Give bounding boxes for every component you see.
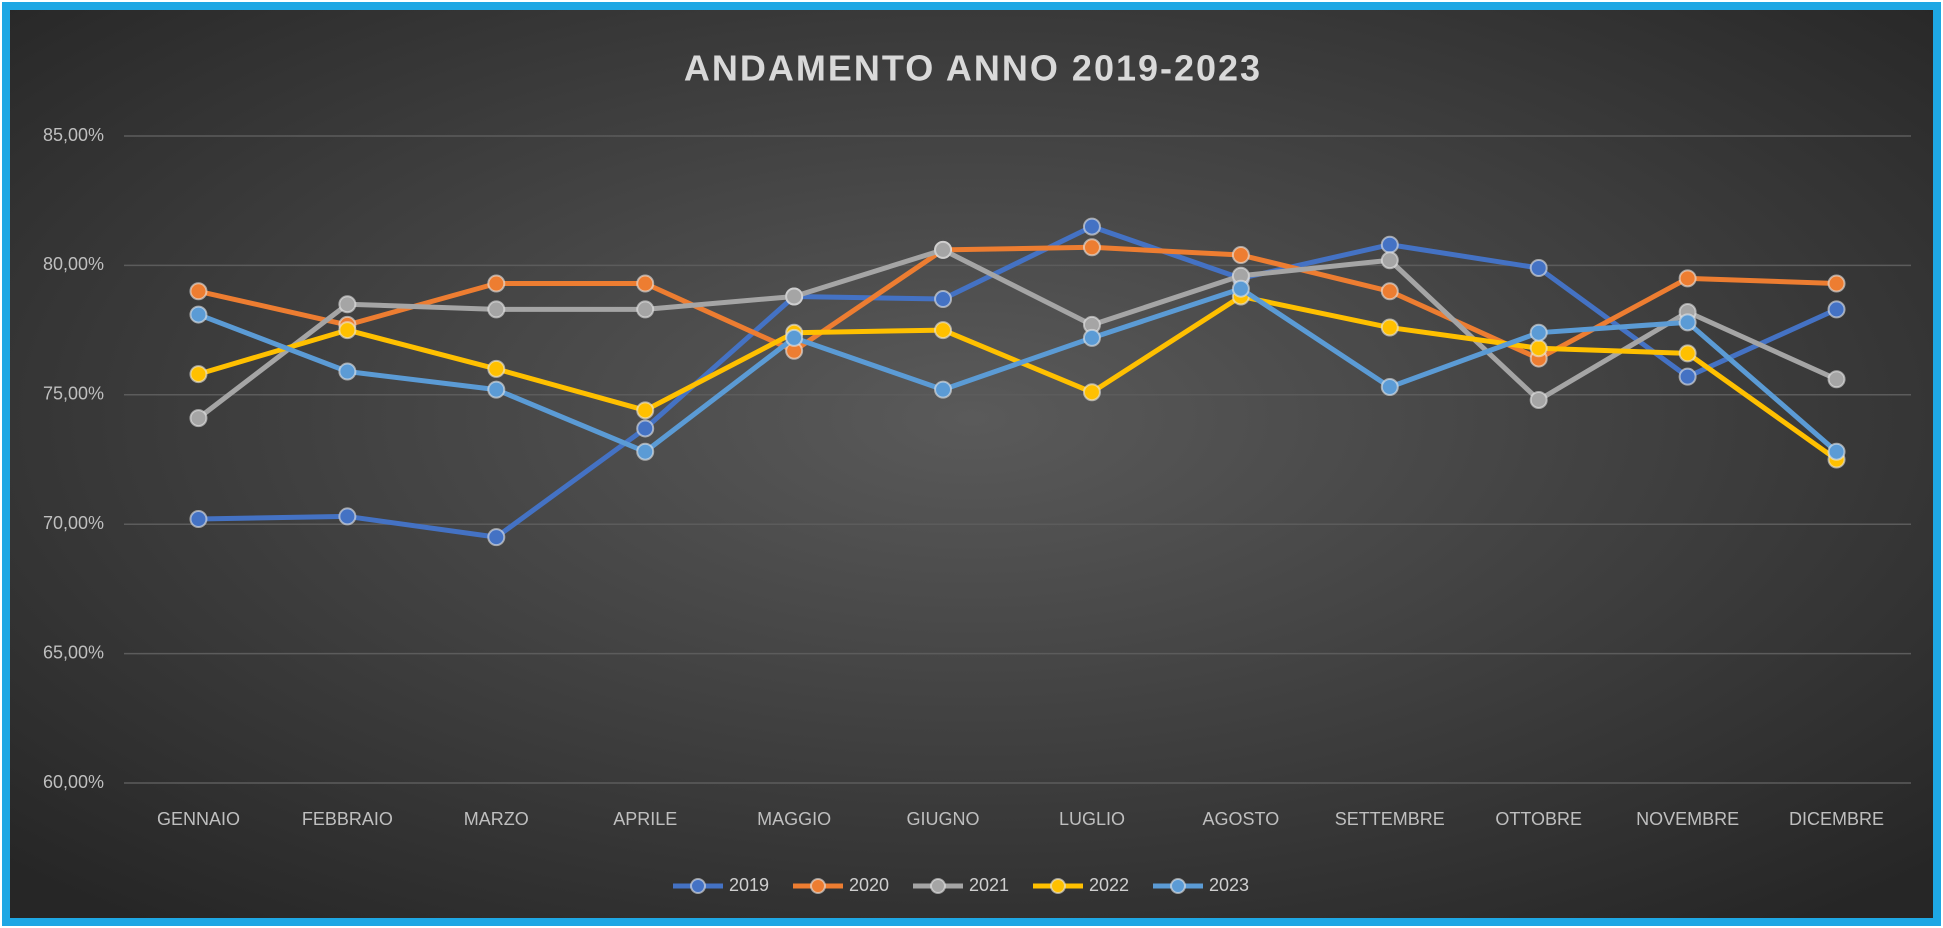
- marker: [189, 409, 208, 428]
- legend-label: 2022: [1089, 875, 1129, 895]
- y-tick-label: 70,00%: [43, 513, 104, 533]
- marker: [1380, 318, 1399, 337]
- marker: [189, 510, 208, 529]
- x-tick-label: FEBBRAIO: [302, 809, 393, 829]
- y-tick-label: 75,00%: [43, 384, 104, 404]
- line: [195, 244, 1840, 362]
- x-tick-label: GENNAIO: [157, 809, 240, 829]
- legend-marker: [1050, 878, 1066, 894]
- legend-marker: [690, 878, 706, 894]
- x-tick-label: OTTOBRE: [1495, 809, 1582, 829]
- legend-label: 2023: [1209, 875, 1249, 895]
- marker: [1678, 344, 1697, 363]
- marker: [1380, 282, 1399, 301]
- legend-item: 2023: [1153, 875, 1249, 895]
- legend-label: 2021: [969, 875, 1009, 895]
- legend-marker: [930, 878, 946, 894]
- legend-item: 2020: [793, 875, 889, 895]
- chart-title: ANDAMENTO ANNO 2019-2023: [684, 48, 1262, 89]
- y-tick-label: 80,00%: [43, 254, 104, 274]
- marker: [1082, 238, 1101, 257]
- x-tick-label: MAGGIO: [757, 809, 831, 829]
- marker: [1678, 269, 1697, 288]
- y-tick-label: 85,00%: [43, 125, 104, 145]
- marker: [785, 328, 804, 347]
- marker: [487, 380, 506, 399]
- marker: [338, 321, 357, 340]
- marker: [1827, 442, 1846, 461]
- marker: [1380, 378, 1399, 397]
- marker: [1827, 370, 1846, 389]
- legend-marker: [810, 878, 826, 894]
- x-tick-label: DICEMBRE: [1789, 809, 1884, 829]
- marker: [636, 401, 655, 420]
- marker: [487, 274, 506, 293]
- line: [195, 286, 1840, 455]
- legend-marker: [1170, 878, 1186, 894]
- marker: [1678, 367, 1697, 386]
- x-tick-label: LUGLIO: [1059, 809, 1125, 829]
- marker: [487, 359, 506, 378]
- x-tick-label: NOVEMBRE: [1636, 809, 1739, 829]
- marker: [1529, 258, 1548, 277]
- marker: [636, 274, 655, 293]
- x-tick-label: MARZO: [464, 809, 529, 829]
- x-tick-label: AGOSTO: [1203, 809, 1280, 829]
- x-tick-label: APRILE: [613, 809, 677, 829]
- marker: [1231, 279, 1250, 298]
- marker: [189, 282, 208, 301]
- legend-item: 2021: [913, 875, 1009, 895]
- y-tick-label: 60,00%: [43, 772, 104, 792]
- marker: [1082, 328, 1101, 347]
- marker: [1082, 383, 1101, 402]
- marker: [934, 290, 953, 309]
- marker: [1827, 300, 1846, 319]
- marker: [1380, 235, 1399, 254]
- marker: [934, 380, 953, 399]
- marker: [1380, 251, 1399, 270]
- legend-label: 2020: [849, 875, 889, 895]
- series: [189, 279, 1846, 461]
- marker: [487, 300, 506, 319]
- legend-item: 2019: [673, 875, 769, 895]
- marker: [934, 240, 953, 259]
- marker: [1529, 339, 1548, 358]
- line: [195, 247, 1840, 421]
- marker: [189, 305, 208, 324]
- marker: [338, 362, 357, 381]
- marker: [1529, 390, 1548, 409]
- marker: [636, 300, 655, 319]
- legend-label: 2019: [729, 875, 769, 895]
- marker: [785, 287, 804, 306]
- marker: [1827, 274, 1846, 293]
- marker: [934, 321, 953, 340]
- marker: [1529, 323, 1548, 342]
- marker: [338, 295, 357, 314]
- marker: [636, 419, 655, 438]
- marker: [1231, 246, 1250, 265]
- marker: [338, 507, 357, 526]
- marker: [189, 365, 208, 384]
- marker: [1082, 217, 1101, 236]
- legend-item: 2022: [1033, 875, 1129, 895]
- series: [189, 240, 1846, 428]
- x-tick-label: SETTEMBRE: [1335, 809, 1445, 829]
- y-tick-label: 65,00%: [43, 642, 104, 662]
- marker: [1678, 313, 1697, 332]
- series: [189, 217, 1846, 547]
- x-tick-label: GIUGNO: [907, 809, 980, 829]
- line: [195, 224, 1840, 540]
- marker: [487, 528, 506, 547]
- marker: [636, 442, 655, 461]
